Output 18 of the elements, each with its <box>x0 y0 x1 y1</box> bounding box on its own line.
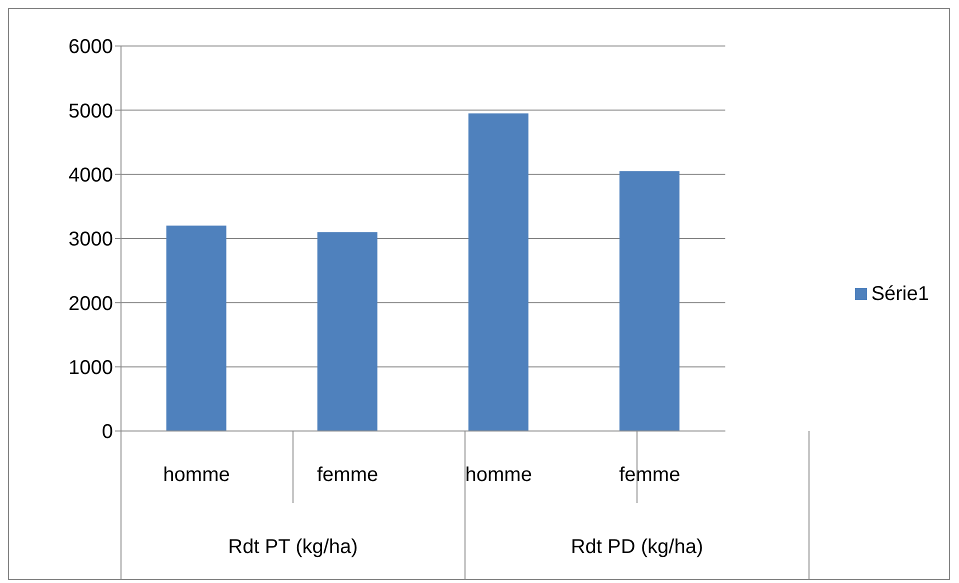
y-tick-label: 0 <box>102 421 113 444</box>
y-tick-label: 2000 <box>68 292 113 315</box>
bar <box>317 232 378 431</box>
y-tick-label: 5000 <box>68 100 113 122</box>
y-tick-label: 1000 <box>68 356 113 379</box>
y-tick-label: 4000 <box>68 164 113 186</box>
y-tick-label: 3000 <box>68 228 113 251</box>
text: Rdt PD (kg/ha) <box>570 536 704 558</box>
x-tick-label: femme <box>619 464 680 486</box>
legend-label: Série1 <box>871 282 929 304</box>
bar <box>468 113 528 431</box>
bar <box>619 171 680 431</box>
x-tick-label: femme <box>317 464 378 486</box>
x-tick-label: homme <box>163 464 230 486</box>
x-tick-label: homme <box>465 464 532 486</box>
text: Rdt PT (kg/ha) <box>228 536 358 558</box>
y-tick-label: 6000 <box>68 36 113 58</box>
bar <box>166 226 226 431</box>
